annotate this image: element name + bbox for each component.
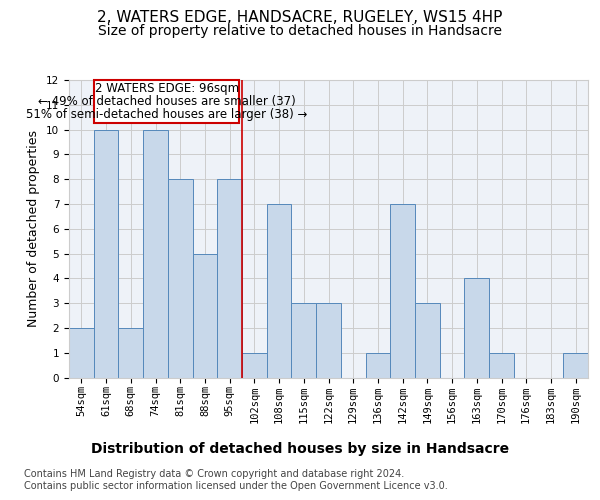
Bar — [193, 254, 217, 378]
Bar — [563, 352, 588, 378]
Bar — [316, 303, 341, 378]
Text: 2 WATERS EDGE: 96sqm: 2 WATERS EDGE: 96sqm — [95, 82, 239, 95]
Bar — [94, 130, 118, 378]
Y-axis label: Number of detached properties: Number of detached properties — [28, 130, 40, 327]
Text: 51% of semi-detached houses are larger (38) →: 51% of semi-detached houses are larger (… — [26, 108, 307, 121]
Text: ← 49% of detached houses are smaller (37): ← 49% of detached houses are smaller (37… — [38, 95, 295, 108]
Bar — [464, 278, 489, 378]
Text: Contains public sector information licensed under the Open Government Licence v3: Contains public sector information licen… — [24, 481, 448, 491]
Bar — [267, 204, 292, 378]
Bar — [143, 130, 168, 378]
Bar — [69, 328, 94, 378]
Text: Contains HM Land Registry data © Crown copyright and database right 2024.: Contains HM Land Registry data © Crown c… — [24, 469, 404, 479]
Bar — [390, 204, 415, 378]
Bar — [217, 179, 242, 378]
Bar — [168, 179, 193, 378]
Bar — [118, 328, 143, 378]
Bar — [365, 352, 390, 378]
Bar — [415, 303, 440, 378]
Bar — [489, 352, 514, 378]
Bar — [94, 80, 239, 124]
Text: 2, WATERS EDGE, HANDSACRE, RUGELEY, WS15 4HP: 2, WATERS EDGE, HANDSACRE, RUGELEY, WS15… — [97, 10, 503, 25]
Text: Distribution of detached houses by size in Handsacre: Distribution of detached houses by size … — [91, 442, 509, 456]
Bar — [242, 352, 267, 378]
Text: Size of property relative to detached houses in Handsacre: Size of property relative to detached ho… — [98, 24, 502, 38]
Bar — [292, 303, 316, 378]
